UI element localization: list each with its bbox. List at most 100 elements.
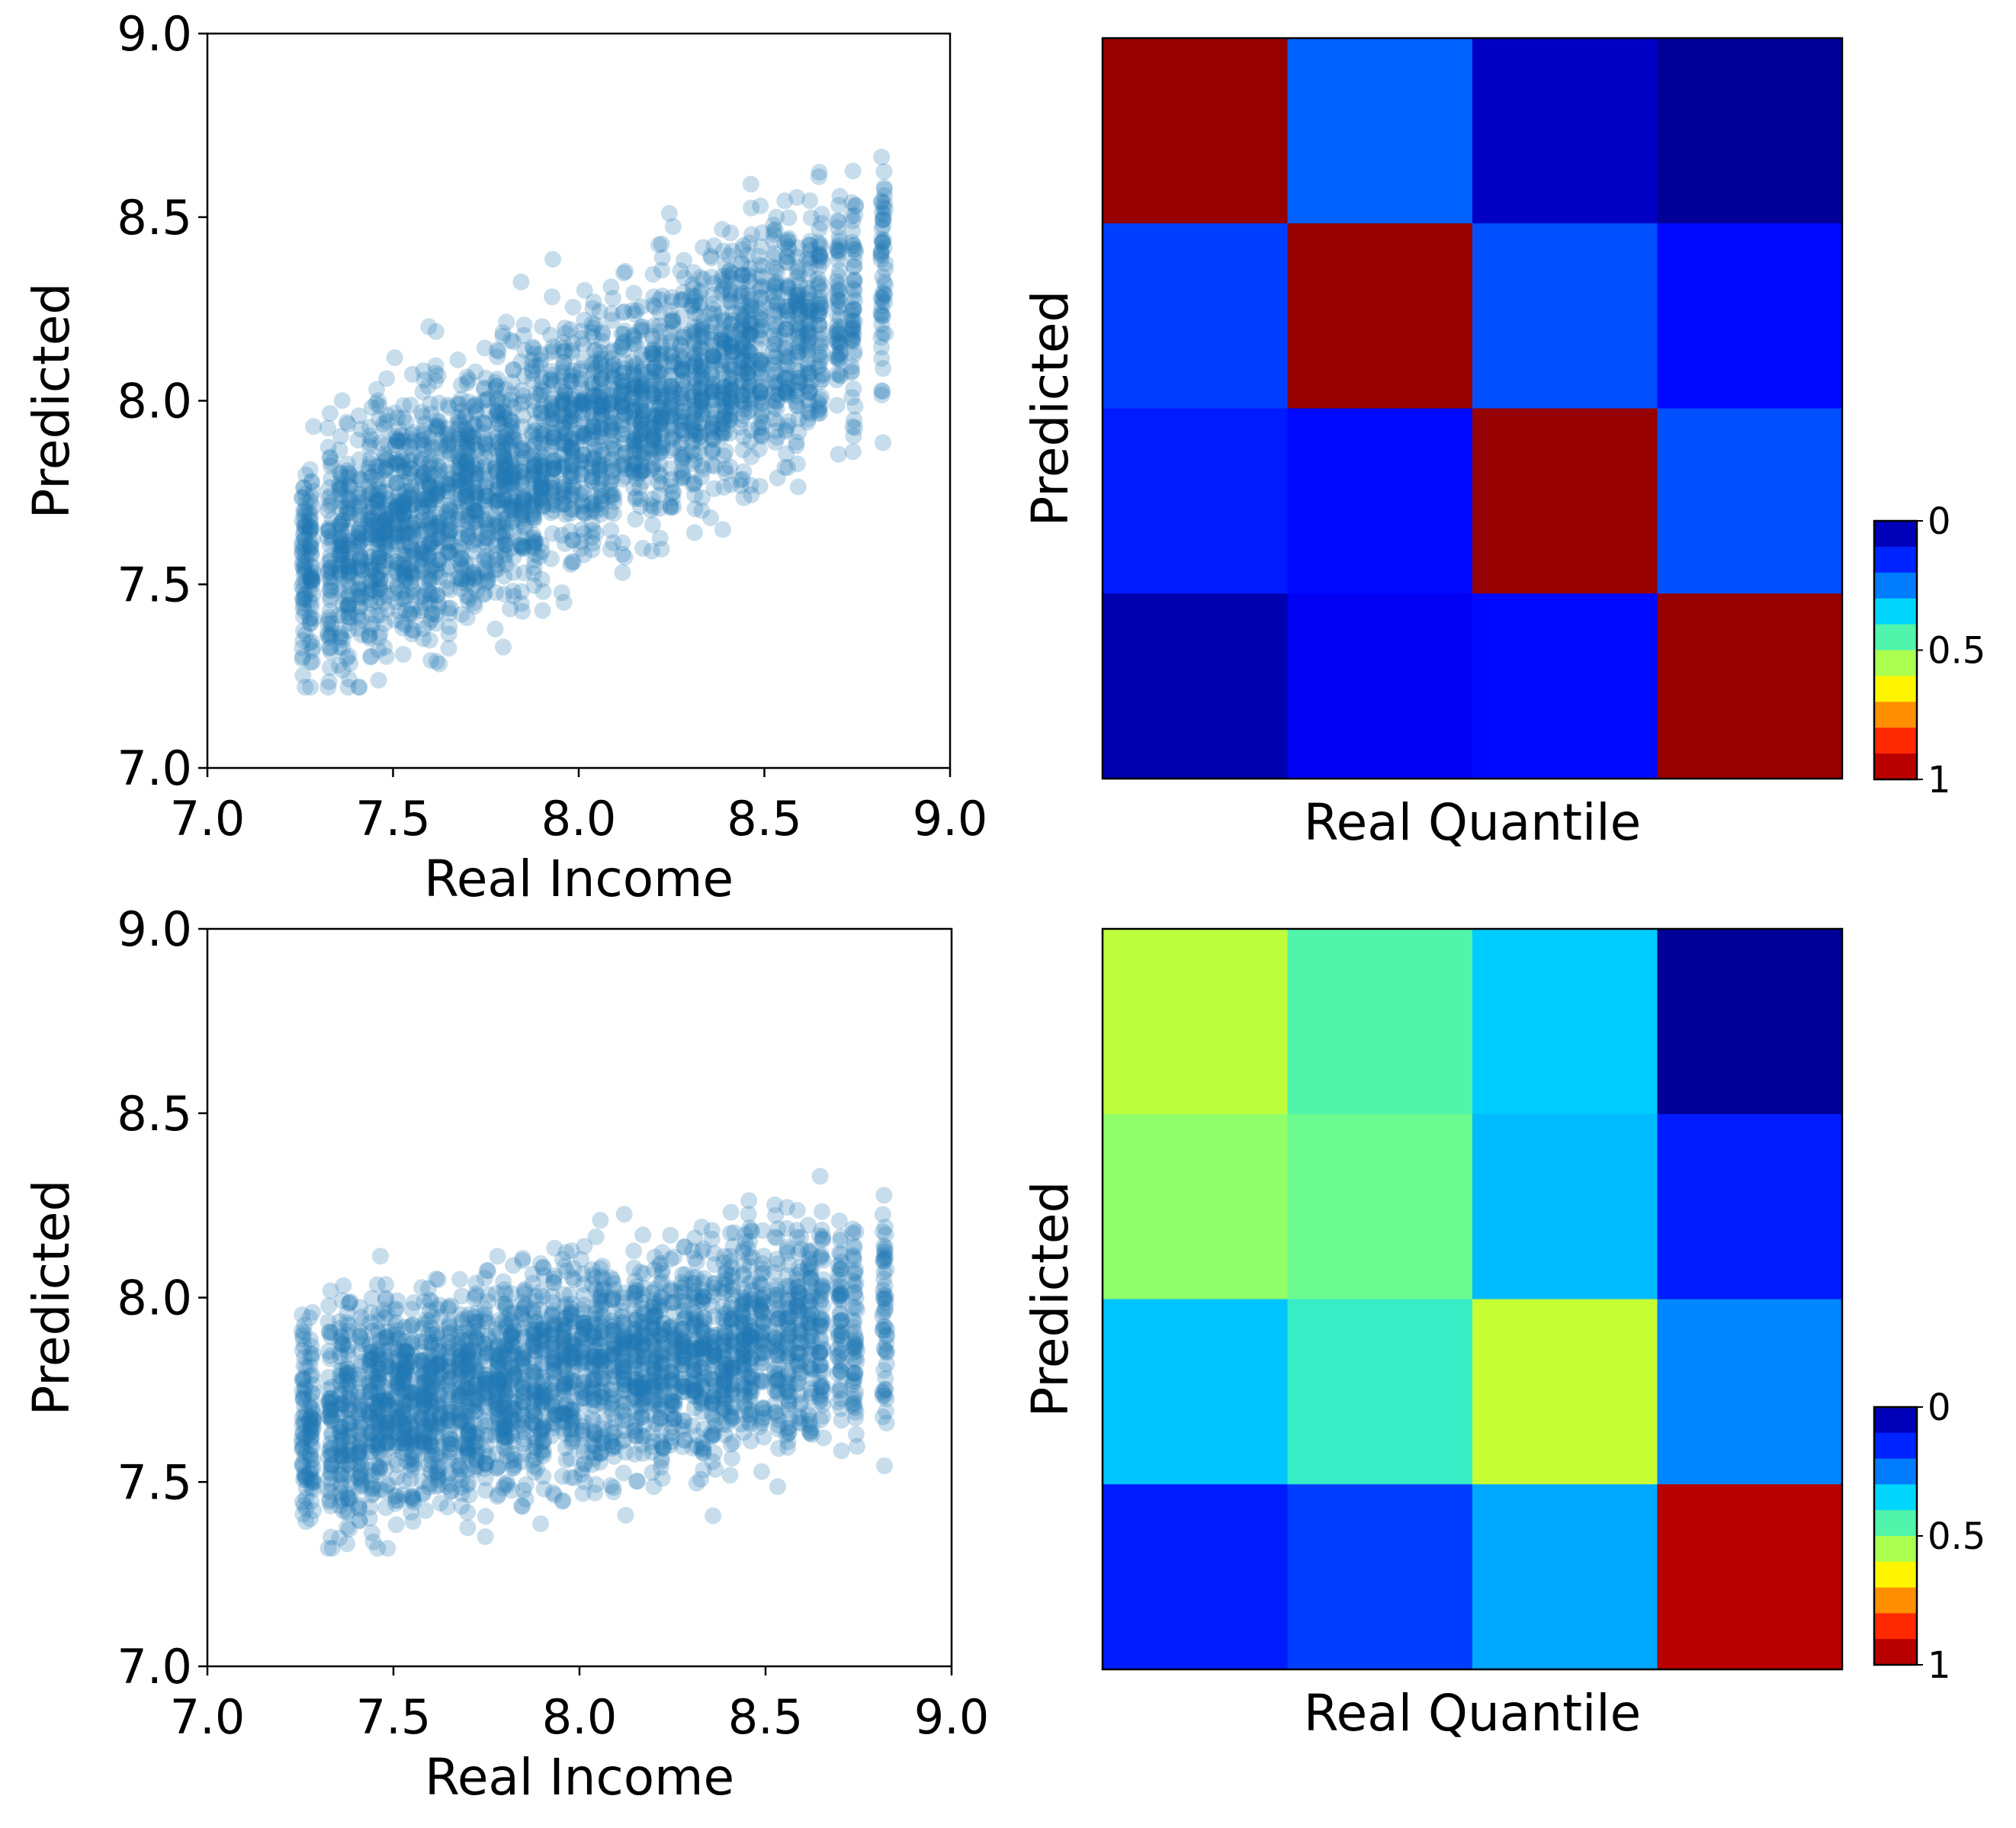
scatter-point	[295, 595, 313, 612]
scatter-point	[304, 531, 322, 548]
scatter-point	[714, 521, 731, 538]
scatter-point	[330, 545, 348, 563]
scatter-point	[828, 397, 846, 414]
scatter-point	[303, 474, 320, 491]
scatter-point	[394, 645, 412, 663]
scatter-point	[371, 513, 388, 531]
x-axis-label: Real Income	[424, 850, 734, 908]
scatter-point	[386, 515, 403, 532]
scatter-point	[377, 510, 395, 528]
scatter-point	[371, 589, 388, 606]
scatter-point	[429, 1271, 447, 1288]
scatter-point	[295, 581, 312, 599]
scatter-point	[302, 599, 319, 616]
scatter-point	[305, 1502, 322, 1519]
y-tick-label: 7.5	[117, 557, 192, 612]
scatter-point	[388, 515, 406, 532]
scatter-point	[364, 561, 381, 578]
scatter-point	[295, 517, 313, 535]
scatter-point	[303, 570, 320, 588]
scatter-point	[750, 327, 768, 345]
x-tick-label: 9.0	[913, 791, 988, 847]
scatter-point	[321, 581, 339, 599]
scatter-point	[388, 474, 406, 492]
scatter-point	[398, 525, 415, 543]
scatter-point	[352, 518, 370, 535]
scatter-point	[300, 634, 318, 652]
scatter-point	[334, 639, 352, 657]
scatter-point	[300, 592, 318, 609]
scatter-point	[342, 478, 359, 496]
scatter-point	[332, 532, 348, 550]
scatter-point	[334, 512, 351, 529]
heatmap-cell	[1103, 408, 1289, 594]
scatter-point	[368, 381, 385, 398]
scatter-point	[332, 519, 349, 536]
scatter-point	[349, 528, 366, 546]
scatter-point	[371, 484, 388, 501]
scatter-point	[352, 586, 370, 604]
scatter-point	[334, 661, 352, 679]
scatter-point	[379, 516, 396, 533]
scatter-point	[369, 549, 387, 567]
scatter-point	[368, 493, 386, 510]
scatter-point	[371, 548, 388, 565]
scatter-point	[331, 556, 348, 573]
scatter-point	[352, 551, 370, 568]
scatter-point	[323, 568, 340, 586]
scatter-point	[303, 567, 320, 584]
scatter-point	[875, 181, 893, 198]
scatter-point	[361, 626, 378, 644]
scatter-point	[322, 457, 339, 474]
scatter-point	[303, 633, 320, 651]
colorbar-segment	[1874, 728, 1917, 754]
scatter-point	[333, 541, 350, 558]
scatter-point	[352, 531, 370, 548]
scatter-point	[333, 557, 351, 574]
scatter-point	[339, 598, 357, 615]
scatter-point	[338, 551, 355, 569]
scatter-point	[331, 564, 348, 581]
scatter-point	[361, 439, 378, 456]
scatter-point	[364, 615, 381, 633]
scatter-point	[388, 560, 406, 577]
scatter-point	[339, 478, 357, 495]
scatter-point	[371, 564, 388, 582]
scatter-point	[389, 528, 406, 545]
scatter-point	[361, 484, 378, 502]
scatter-point	[297, 503, 315, 521]
scatter-point	[332, 546, 350, 564]
scatter-point	[331, 480, 348, 497]
scatter-point	[368, 458, 385, 475]
colorbar-tick-label: 0	[1928, 500, 1951, 543]
scatter-point	[302, 519, 319, 536]
scatter-point	[395, 509, 413, 525]
scatter-point	[322, 582, 339, 599]
scatter-point	[352, 599, 369, 616]
scatter-point	[303, 576, 321, 593]
scatter-point	[377, 1276, 394, 1293]
scatter-point	[295, 503, 313, 519]
scatter-point	[352, 534, 369, 551]
scatter-point	[362, 573, 379, 591]
scatter-point	[351, 581, 368, 599]
scatter-point	[388, 509, 406, 527]
scatter-point	[378, 542, 396, 560]
scatter-point	[350, 579, 368, 596]
scatter-point	[377, 506, 395, 523]
scatter-point	[303, 642, 321, 659]
scatter-point	[360, 516, 377, 533]
scatter-point	[843, 358, 860, 375]
scatter-point	[371, 554, 388, 571]
scatter-point	[301, 537, 319, 554]
scatter-point	[295, 574, 312, 592]
scatter-point	[368, 471, 385, 489]
scatter-point	[390, 456, 408, 474]
scatter-point	[304, 638, 322, 656]
scatter-point	[339, 596, 356, 613]
scatter-point	[393, 426, 411, 444]
scatter-point	[360, 477, 377, 495]
y-tick-label: 9.0	[117, 6, 192, 62]
scatter-point	[339, 504, 355, 522]
